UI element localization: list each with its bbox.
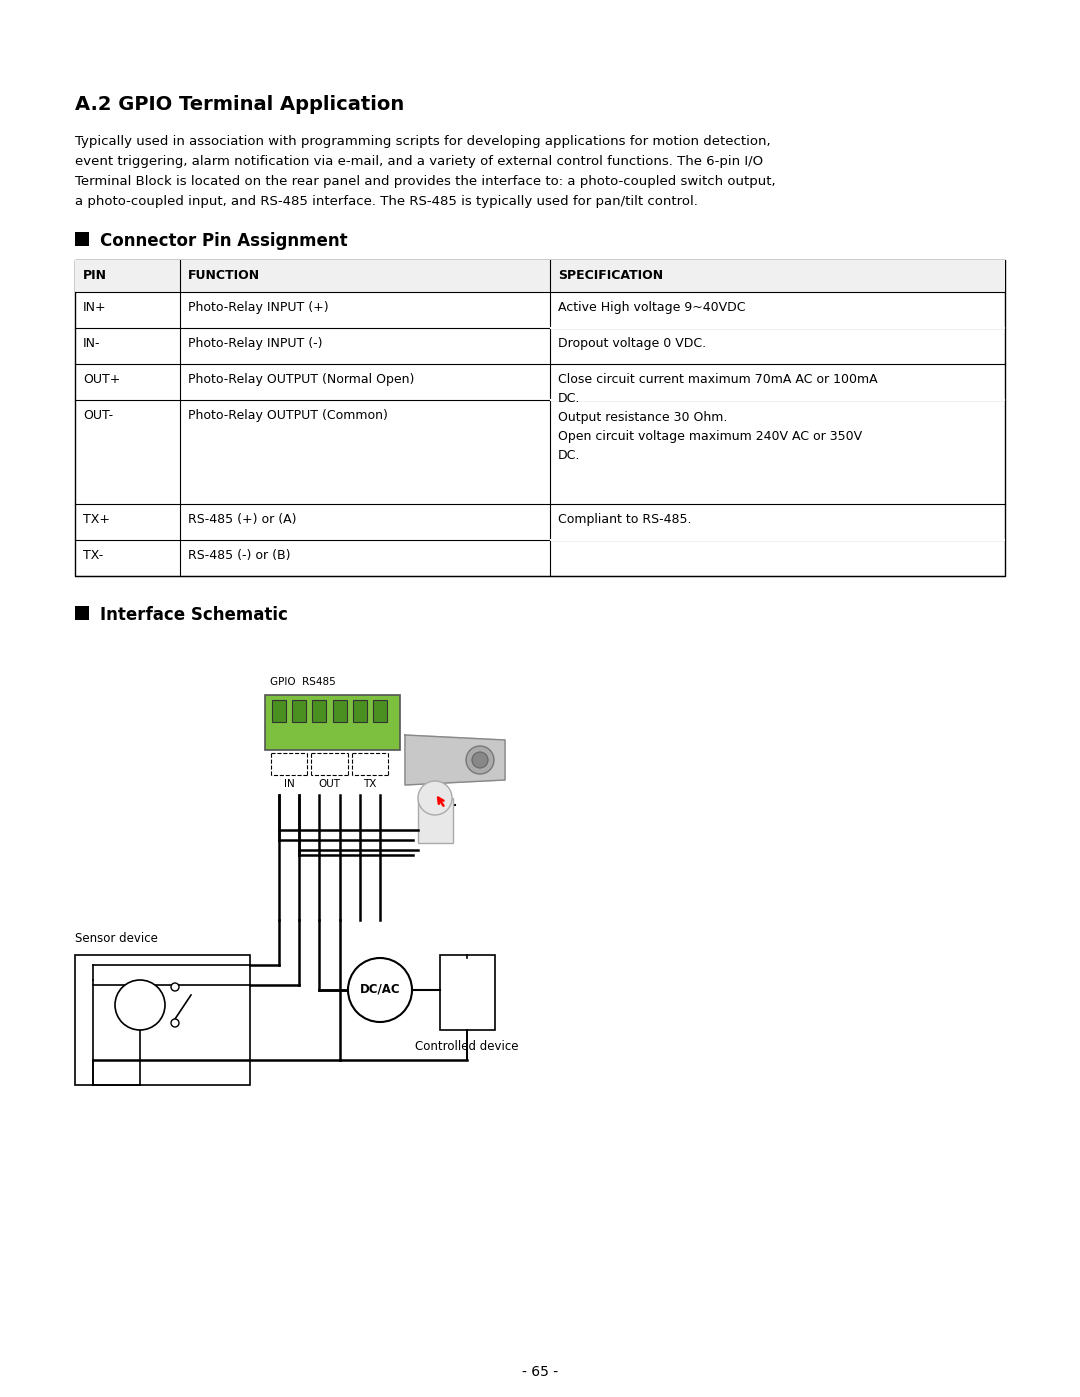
Text: IN: IN [284, 780, 295, 789]
Bar [75, 606, 89, 620]
Bar [293, 700, 306, 722]
Text: TX: TX [363, 780, 377, 789]
Text: SPECIFICATION: SPECIFICATION [558, 270, 663, 282]
Text: TX-: TX- [83, 549, 104, 562]
Circle shape [114, 981, 165, 1030]
Text: - 65 -: - 65 - [522, 1365, 558, 1379]
Text: TX+: TX+ [83, 513, 110, 527]
Text: RS-485 (-) or (B): RS-485 (-) or (B) [188, 549, 291, 562]
Text: IN-: IN- [83, 337, 100, 351]
Circle shape [472, 752, 488, 768]
Text: A.2 GPIO Terminal Application: A.2 GPIO Terminal Application [75, 95, 404, 115]
Bar [333, 700, 347, 722]
Text: DC: DC [131, 997, 149, 1010]
Text: Active High voltage 9~40VDC: Active High voltage 9~40VDC [558, 300, 745, 314]
Bar [75, 956, 249, 1085]
Text: Output resistance 30 Ohm.: Output resistance 30 Ohm. [558, 411, 727, 425]
Text: a photo-coupled input, and RS-485 interface. The RS-485 is typically used for pa: a photo-coupled input, and RS-485 interf… [75, 196, 698, 208]
Text: DC/AC: DC/AC [360, 983, 401, 996]
Circle shape [171, 983, 179, 990]
Text: Controlled device: Controlled device [415, 1039, 518, 1053]
Text: Typically used in association with programming scripts for developing applicatio: Typically used in association with progr… [75, 136, 771, 148]
Text: Dropout voltage 0 VDC.: Dropout voltage 0 VDC. [558, 337, 706, 351]
Text: Open circuit voltage maximum 240V AC or 350V: Open circuit voltage maximum 240V AC or … [558, 430, 862, 443]
Text: Photo-Relay INPUT (-): Photo-Relay INPUT (-) [188, 337, 323, 351]
Text: OUT+: OUT+ [83, 373, 120, 386]
Polygon shape [405, 735, 505, 785]
Text: PIN: PIN [83, 270, 107, 282]
Bar [373, 700, 387, 722]
Text: DC.: DC. [558, 393, 580, 405]
Bar [75, 232, 89, 246]
Bar [75, 260, 1005, 292]
Bar [353, 700, 367, 722]
Text: Photo-Relay OUTPUT (Normal Open): Photo-Relay OUTPUT (Normal Open) [188, 373, 415, 386]
Circle shape [465, 746, 494, 774]
Text: GPIO  RS485: GPIO RS485 [270, 678, 336, 687]
Text: OUT-: OUT- [83, 409, 113, 422]
Text: IN+: IN+ [83, 300, 107, 314]
Text: Interface Schematic: Interface Schematic [100, 606, 288, 624]
Bar [418, 798, 453, 842]
Text: Connector Pin Assignment: Connector Pin Assignment [100, 232, 348, 250]
Text: event triggering, alarm notification via e-mail, and a variety of external contr: event triggering, alarm notification via… [75, 155, 764, 168]
Text: Close circuit current maximum 70mA AC or 100mA: Close circuit current maximum 70mA AC or… [558, 373, 878, 386]
Bar [272, 700, 286, 722]
Text: Photo-Relay INPUT (+): Photo-Relay INPUT (+) [188, 300, 328, 314]
Text: FUNCTION: FUNCTION [188, 270, 260, 282]
Circle shape [418, 781, 453, 814]
Text: DC.: DC. [558, 448, 580, 462]
Text: Photo-Relay OUTPUT (Common): Photo-Relay OUTPUT (Common) [188, 409, 388, 422]
Text: OUT: OUT [319, 780, 340, 789]
Bar [265, 694, 400, 750]
Text: Terminal Block is located on the rear panel and provides the interface to: a pho: Terminal Block is located on the rear pa… [75, 175, 775, 189]
Circle shape [348, 958, 411, 1023]
Bar [75, 260, 1005, 576]
Bar [312, 700, 326, 722]
Text: Sensor device: Sensor device [75, 932, 158, 944]
Circle shape [171, 1018, 179, 1027]
Text: RS-485 (+) or (A): RS-485 (+) or (A) [188, 513, 297, 527]
Bar [440, 956, 495, 1030]
Text: Compliant to RS-485.: Compliant to RS-485. [558, 513, 691, 527]
